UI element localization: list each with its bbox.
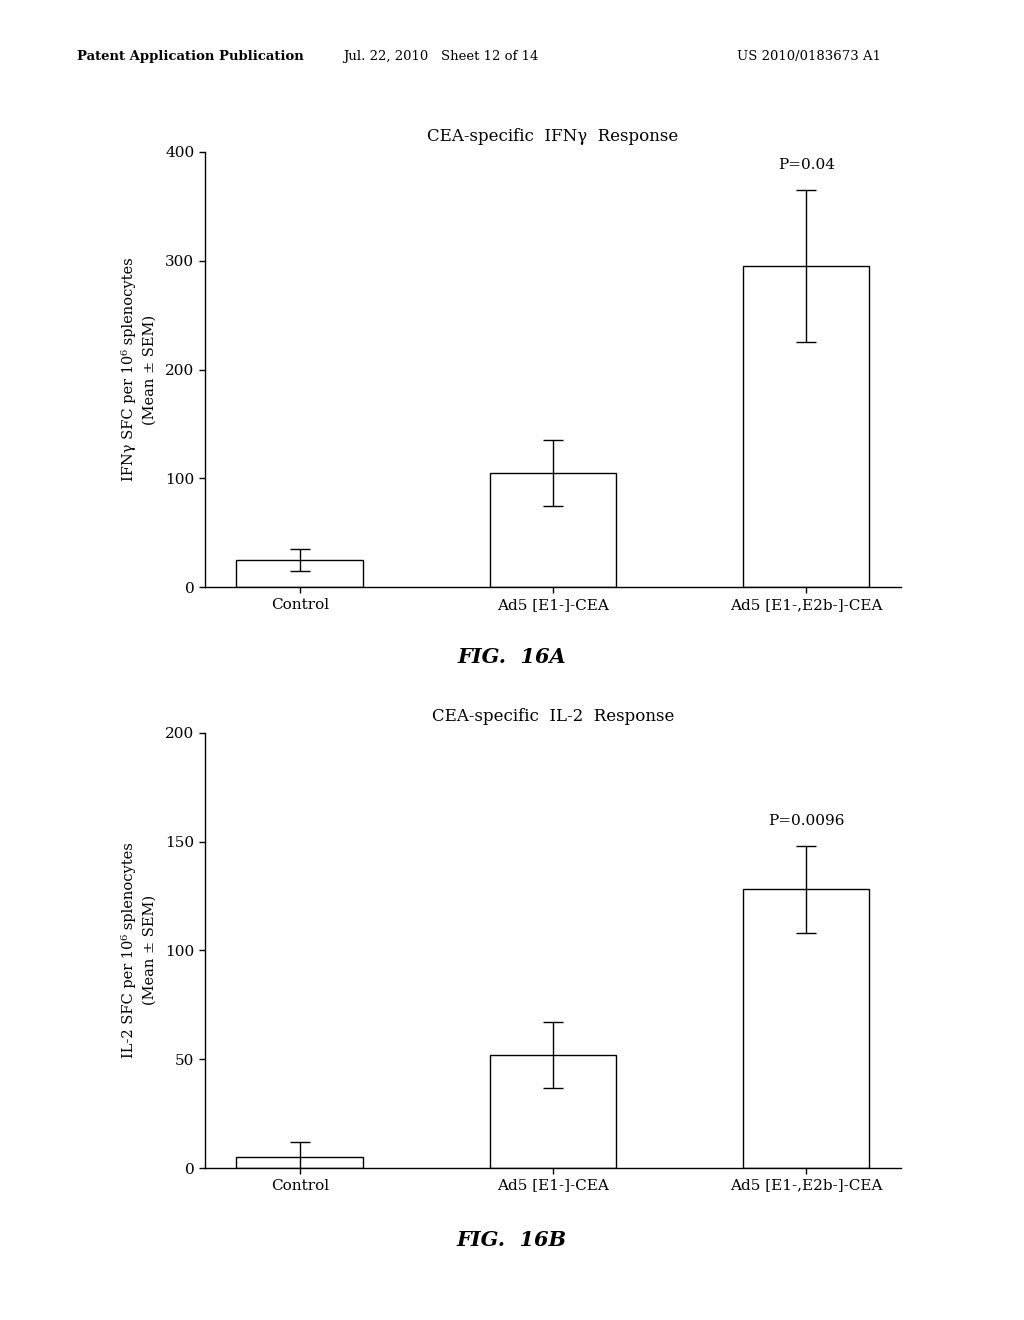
Y-axis label: IL-2 SFC per 10⁶ splenocytes
(Mean ± SEM): IL-2 SFC per 10⁶ splenocytes (Mean ± SEM…	[121, 842, 157, 1059]
Bar	[237, 1158, 364, 1168]
Bar	[742, 890, 869, 1168]
Text: US 2010/0183673 A1: US 2010/0183673 A1	[737, 50, 882, 63]
Text: Patent Application Publication: Patent Application Publication	[77, 50, 303, 63]
Bar	[489, 1055, 616, 1168]
Title: CEA-specific  IL-2  Response: CEA-specific IL-2 Response	[432, 709, 674, 726]
Text: FIG.  16A: FIG. 16A	[458, 647, 566, 667]
Y-axis label: IFNγ SFC per 10⁶ splenocytes
(Mean ± SEM): IFNγ SFC per 10⁶ splenocytes (Mean ± SEM…	[121, 257, 157, 482]
Text: FIG.  16B: FIG. 16B	[457, 1230, 567, 1250]
Bar	[489, 473, 616, 587]
Bar	[237, 560, 364, 587]
Title: CEA-specific  IFNγ  Response: CEA-specific IFNγ Response	[427, 128, 679, 145]
Text: P=0.04: P=0.04	[777, 158, 835, 173]
Text: Jul. 22, 2010   Sheet 12 of 14: Jul. 22, 2010 Sheet 12 of 14	[343, 50, 538, 63]
Bar	[742, 267, 869, 587]
Text: P=0.0096: P=0.0096	[768, 814, 845, 829]
